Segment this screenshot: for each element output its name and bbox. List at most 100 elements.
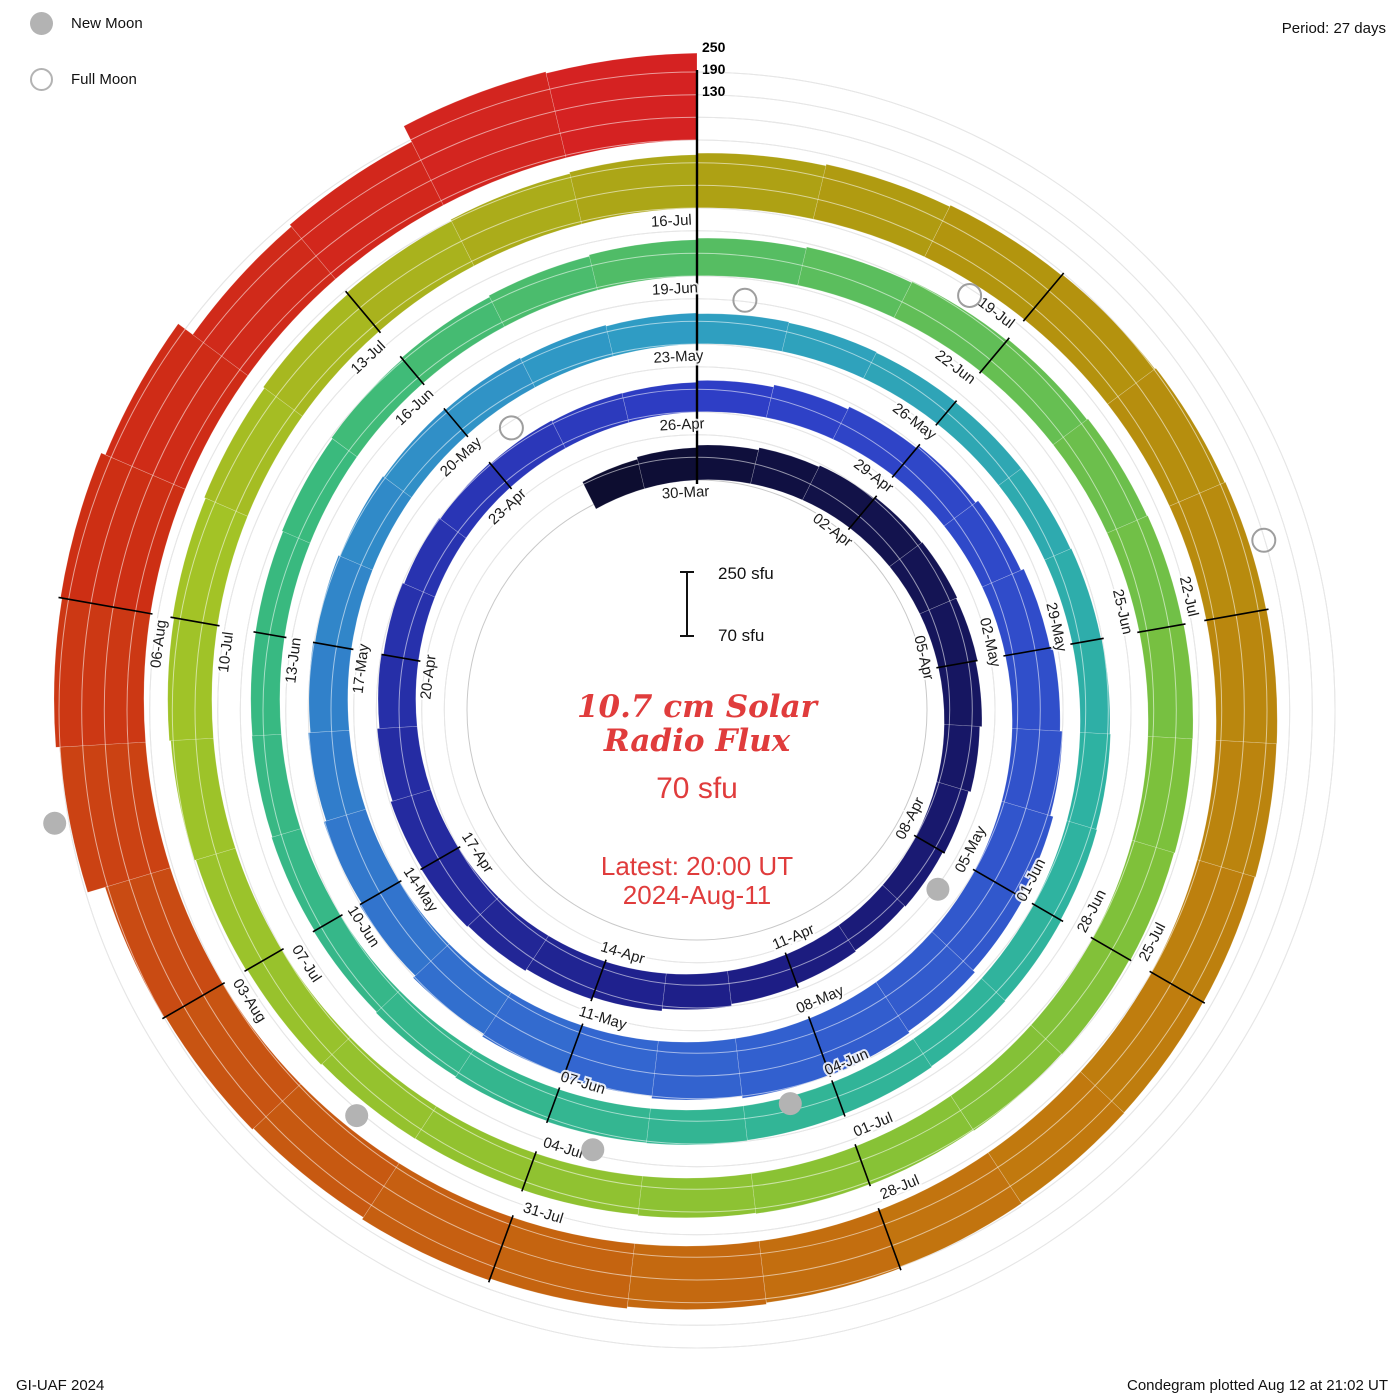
- flux-bar: [414, 1105, 536, 1190]
- flux-bar: [520, 324, 614, 388]
- new-moon-marker: [43, 811, 67, 835]
- date-label: 17-May: [350, 642, 373, 694]
- flux-bar: [1066, 731, 1111, 830]
- flux-bar: [750, 1145, 870, 1215]
- flux-bar: [172, 497, 248, 626]
- flux-bar: [489, 1216, 635, 1309]
- flux-bar: [251, 733, 301, 838]
- date-label: 19-Jun: [652, 279, 699, 298]
- legend-new-moon: New Moon: [30, 10, 143, 36]
- full-moon-icon: [30, 67, 53, 91]
- flux-bar: [377, 653, 419, 729]
- flux-bar: [651, 1038, 743, 1101]
- flux-bar: [1107, 367, 1226, 507]
- flux-bar: [892, 445, 977, 527]
- flux-bar: [931, 869, 1024, 971]
- flux-bar: [582, 458, 645, 510]
- flux-bar: [53, 597, 151, 748]
- flux-bar: [696, 444, 759, 485]
- flux-bar: [467, 896, 549, 972]
- moon-legend: New Moon Full Moon: [30, 10, 143, 122]
- radial-axis-250: 250: [702, 39, 726, 55]
- flux-bar: [546, 1089, 651, 1144]
- moon-markers: [43, 283, 1277, 1162]
- flux-bar: [489, 420, 566, 488]
- date-label: 06-Aug: [147, 619, 170, 669]
- flux-bar: [526, 935, 606, 1000]
- radial-axis-190: 190: [702, 61, 726, 77]
- flux-bar: [1052, 418, 1148, 534]
- flux-bar: [339, 475, 412, 571]
- flux-bar: [545, 52, 698, 159]
- flux-bar: [882, 835, 944, 908]
- flux-bar: [1005, 646, 1061, 732]
- flux-bar: [727, 954, 798, 1005]
- flux-bar: [444, 357, 536, 436]
- flux-bar: [1131, 735, 1193, 854]
- flux-bar: [105, 323, 249, 490]
- flux-bar: [646, 1105, 748, 1146]
- flux-bar: [412, 943, 512, 1035]
- flux-bar: [253, 1083, 400, 1218]
- flux-bar: [981, 903, 1062, 1001]
- full-moon-marker: [498, 415, 524, 441]
- new-moon-marker: [926, 877, 950, 901]
- date-label: 10-Jul: [215, 631, 237, 674]
- date-label: 20-Apr: [417, 654, 439, 701]
- flux-bar: [271, 828, 342, 932]
- flux-bar: [289, 141, 444, 280]
- date-label: 16-Jul: [651, 212, 693, 231]
- flux-bar: [551, 392, 630, 449]
- flux-bars: [53, 52, 1278, 1310]
- flux-bar: [661, 970, 732, 1010]
- flux-bar: [59, 741, 171, 893]
- new-moon-marker: [345, 1104, 369, 1128]
- flux-bar: [358, 881, 450, 977]
- radial-axis-labels: 250 190 130: [702, 36, 762, 102]
- flux-bar: [281, 438, 358, 544]
- flux-bar: [987, 1071, 1125, 1204]
- credit-label: GI-UAF 2024: [16, 1377, 105, 1394]
- flux-bar: [781, 322, 878, 379]
- legend-full-moon: Full Moon: [30, 66, 143, 92]
- flux-bar: [401, 296, 505, 384]
- flux-bar: [998, 468, 1072, 561]
- flux-bar: [696, 313, 790, 352]
- date-ticks: [58, 151, 1269, 1283]
- flux-bar: [758, 1209, 901, 1304]
- flux-bar: [454, 1049, 560, 1122]
- radial-axis-130: 130: [702, 83, 726, 99]
- date-label: 30-Mar: [661, 483, 709, 502]
- flux-bar: [889, 541, 958, 615]
- new-moon-icon: [30, 11, 53, 35]
- flux-bar: [1001, 728, 1063, 817]
- new-moon-marker: [778, 1092, 802, 1116]
- new-moon-label: New Moon: [71, 14, 143, 32]
- full-moon-marker: [732, 287, 758, 313]
- flux-bar: [1196, 739, 1277, 878]
- flux-bar: [938, 660, 983, 727]
- period-label: Period: 27 days: [1281, 20, 1386, 37]
- flux-bar: [1205, 609, 1278, 745]
- new-moon-marker: [581, 1138, 605, 1162]
- flux-bar: [765, 384, 849, 440]
- date-label: 26-Apr: [659, 415, 705, 434]
- flux-bar: [936, 724, 981, 793]
- flux-bar: [203, 387, 303, 517]
- flux-bar: [383, 582, 436, 662]
- flux-bar: [60, 452, 186, 614]
- flux-bar: [167, 617, 218, 742]
- flux-bar: [403, 517, 467, 598]
- flux-bar: [1080, 971, 1204, 1114]
- flux-bar: [375, 990, 475, 1078]
- flux-bar: [255, 531, 311, 638]
- flux-bar: [943, 500, 1022, 588]
- flux-bar: [637, 1173, 757, 1219]
- plotted-timestamp: Condegram plotted Aug 12 at 21:02 UT: [1126, 1377, 1388, 1394]
- flux-bar: [980, 338, 1088, 446]
- flux-bar: [192, 226, 336, 377]
- flux-bar: [361, 1162, 513, 1281]
- flux-bar: [195, 847, 283, 971]
